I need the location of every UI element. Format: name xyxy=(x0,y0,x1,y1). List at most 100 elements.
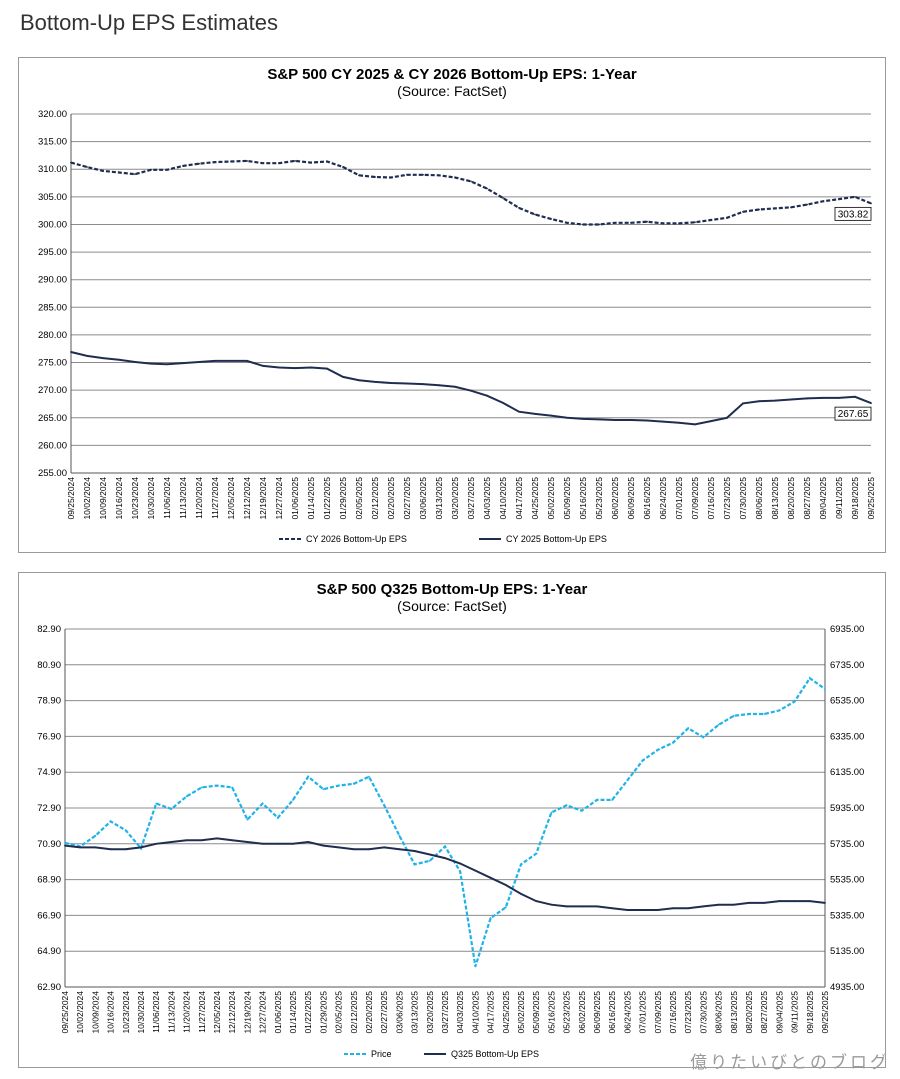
x-tick-label: 09/25/2024 xyxy=(60,991,70,1034)
y-tick-label: 76.90 xyxy=(37,731,61,742)
x-tick-label: 01/29/2025 xyxy=(318,991,328,1034)
data-point xyxy=(86,355,88,357)
data-point xyxy=(358,174,360,177)
x-tick-label: 01/06/2025 xyxy=(290,477,300,520)
y-tick-label: 260.00 xyxy=(38,440,67,451)
data-point xyxy=(790,398,792,401)
data-point xyxy=(504,906,507,909)
x-tick-label: 04/10/2025 xyxy=(470,991,480,1034)
data-point xyxy=(294,367,296,369)
data-point xyxy=(641,909,644,911)
data-point xyxy=(438,174,440,177)
data-point xyxy=(166,363,168,366)
data-point xyxy=(150,362,152,365)
end-value-box xyxy=(834,206,872,221)
data-point xyxy=(398,848,401,851)
data-point xyxy=(438,384,440,387)
data-point xyxy=(413,850,416,852)
chart-panel-q325-eps: S&P 500 Q325 Bottom-Up EPS: 1-Year (Sourc… xyxy=(18,572,886,1068)
y-tick-label: 305.00 xyxy=(38,192,67,203)
data-point xyxy=(774,207,776,210)
x-tick-label: 10/23/2024 xyxy=(121,991,131,1034)
x-tick-label: 06/16/2025 xyxy=(642,477,652,520)
x-tick-label: 05/16/2025 xyxy=(546,991,556,1034)
end-value-box xyxy=(834,406,872,421)
data-point xyxy=(124,848,127,851)
data-point xyxy=(534,413,536,415)
data-point xyxy=(502,197,504,199)
data-point xyxy=(352,782,355,785)
data-point xyxy=(672,907,674,910)
chart-subtitle: (Source: FactSet) xyxy=(397,83,507,99)
data-point xyxy=(118,171,120,174)
x-tick-label: 10/23/2024 xyxy=(130,477,140,520)
data-point xyxy=(310,366,312,369)
x-tick-label: 09/25/2025 xyxy=(866,477,876,520)
y-right-tick-label: 6935.00 xyxy=(830,624,864,635)
data-point xyxy=(763,713,766,715)
data-point xyxy=(406,382,408,385)
data-point xyxy=(109,820,112,823)
data-point xyxy=(444,857,446,860)
data-point xyxy=(726,416,728,419)
data-point xyxy=(662,222,664,225)
data-point xyxy=(626,909,629,911)
y-right-tick-label: 5535.00 xyxy=(830,875,864,886)
data-point xyxy=(694,221,696,224)
data-point xyxy=(870,402,872,405)
y-right-tick-label: 5935.00 xyxy=(830,803,864,814)
data-point xyxy=(428,859,431,862)
x-tick-label: 10/09/2024 xyxy=(98,477,108,520)
cy-eps-chart: S&P 500 CY 2025 & CY 2026 Bottom-Up EPS:… xyxy=(38,66,876,544)
series-line-1 xyxy=(64,837,826,911)
legend-entry: CY 2025 Bottom-Up EPS xyxy=(506,534,607,544)
data-point xyxy=(732,903,735,906)
y-right-tick-label: 6335.00 xyxy=(830,731,864,742)
data-point xyxy=(486,187,488,190)
blog-watermark: 億りたいびとのブログ xyxy=(690,1053,890,1073)
y-right-tick-label: 5335.00 xyxy=(830,910,864,921)
data-point xyxy=(102,357,104,360)
x-tick-label: 03/06/2025 xyxy=(394,991,404,1034)
data-point xyxy=(726,216,728,219)
x-tick-label: 05/23/2025 xyxy=(562,991,572,1034)
x-tick-label: 10/02/2024 xyxy=(82,477,92,520)
data-point xyxy=(64,842,66,844)
data-point xyxy=(444,845,446,848)
data-point xyxy=(470,389,472,392)
data-point xyxy=(292,799,294,801)
data-point xyxy=(758,400,760,403)
y-right-tick-label: 6135.00 xyxy=(830,767,864,778)
data-point xyxy=(454,176,456,179)
data-point xyxy=(155,842,158,845)
data-point xyxy=(374,176,376,178)
y-right-tick-label: 5735.00 xyxy=(830,839,864,850)
x-tick-label: 08/06/2025 xyxy=(754,477,764,520)
y-tick-label: 74.90 xyxy=(37,767,61,778)
x-tick-label: 12/05/2024 xyxy=(226,477,236,520)
data-point xyxy=(134,173,136,176)
data-point xyxy=(550,414,552,417)
data-point xyxy=(596,905,598,908)
data-point xyxy=(322,788,325,791)
data-point xyxy=(406,173,408,176)
data-point xyxy=(352,848,355,851)
x-tick-label: 07/16/2025 xyxy=(668,991,678,1034)
y-right-tick-label: 6535.00 xyxy=(830,696,864,707)
data-point xyxy=(102,169,104,172)
x-tick-label: 05/23/2025 xyxy=(594,477,604,520)
x-tick-label: 01/29/2025 xyxy=(338,477,348,520)
x-tick-label: 04/25/2025 xyxy=(530,477,540,520)
y-tick-label: 280.00 xyxy=(38,330,67,341)
x-tick-label: 09/11/2025 xyxy=(790,991,800,1033)
x-tick-label: 02/12/2025 xyxy=(370,477,380,520)
data-point xyxy=(200,786,203,789)
q325-eps-chart: S&P 500 Q325 Bottom-Up EPS: 1-Year(Sourc… xyxy=(37,581,864,1059)
data-point xyxy=(422,173,424,176)
data-point xyxy=(70,161,72,164)
data-point xyxy=(630,419,632,421)
data-point xyxy=(822,396,824,399)
data-point xyxy=(694,423,696,426)
y-right-tick-label: 4935.00 xyxy=(830,982,864,993)
data-point xyxy=(246,359,248,362)
